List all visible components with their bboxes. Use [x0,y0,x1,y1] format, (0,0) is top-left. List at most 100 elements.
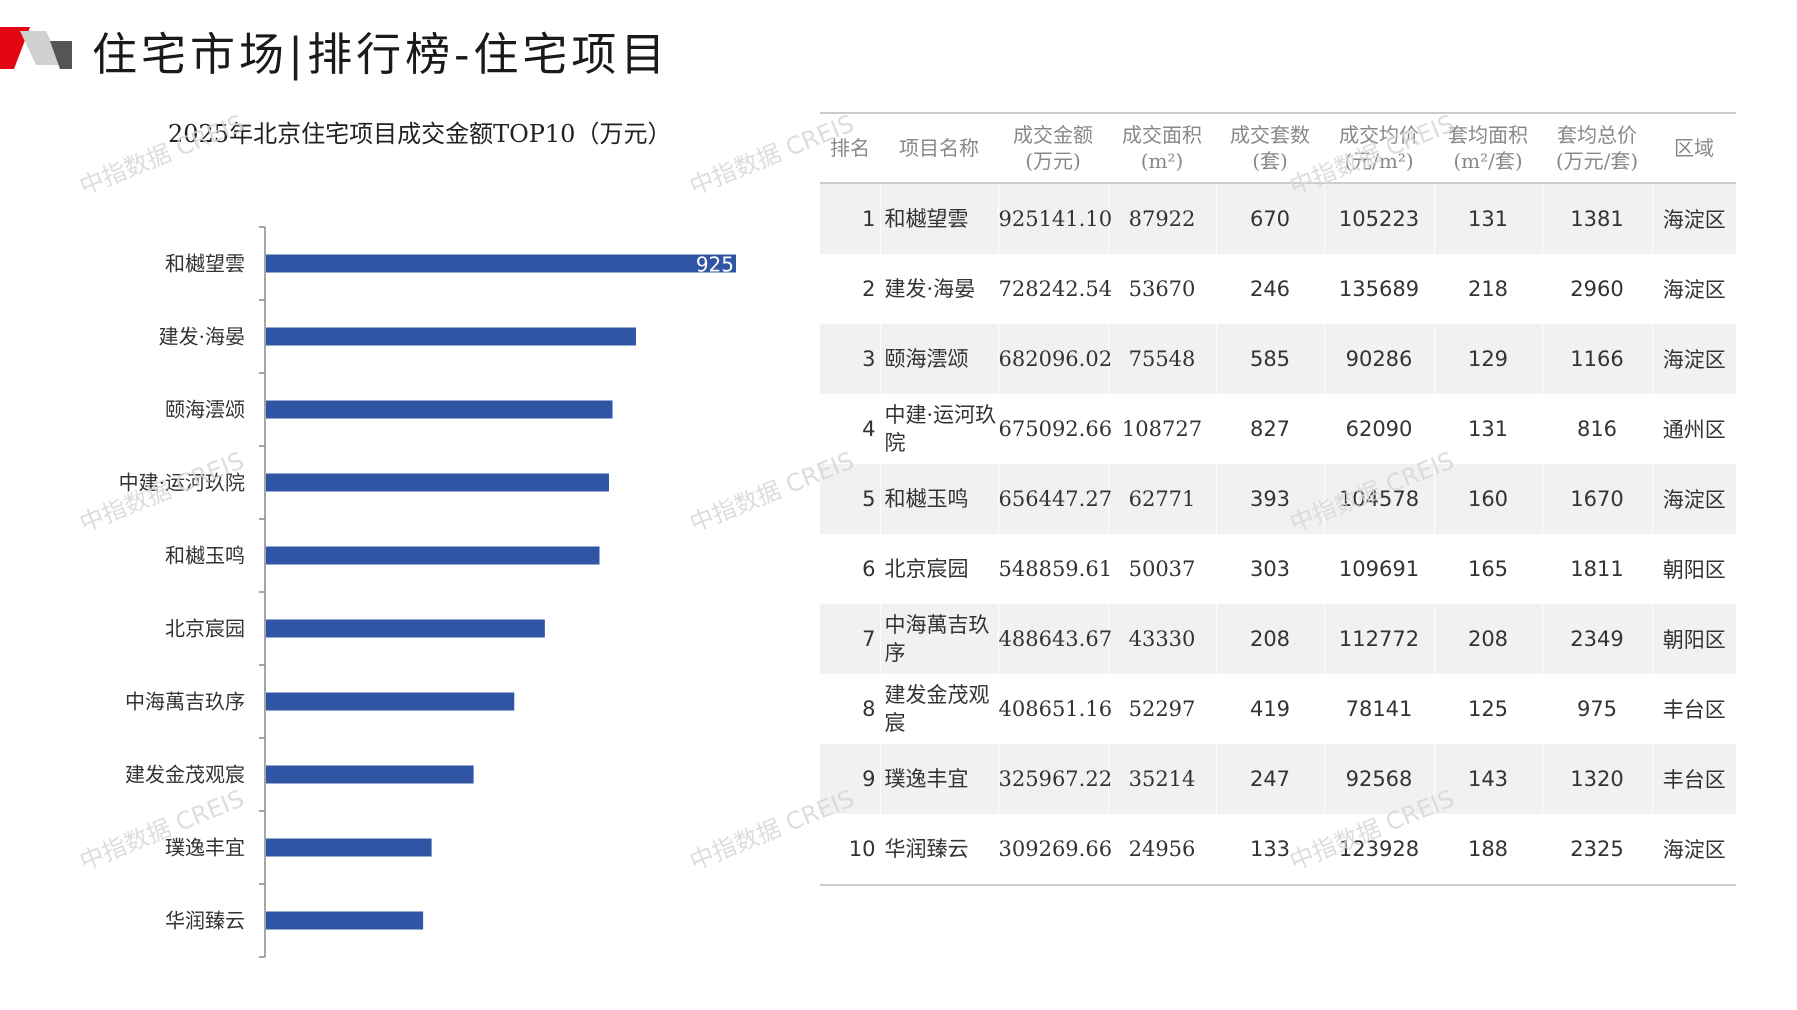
table-row: 4 中建·运河玖院 675092.66 108727 827 62090 131 816 通州区 [820,394,1736,464]
cell-units: 670 [1215,183,1324,254]
category-label: 璞逸丰宜 [165,836,245,860]
cell-avg-price: 90286 [1323,324,1434,394]
cell-district: 海淀区 [1651,814,1736,886]
ranking-table: 排名 项目名称 成交金额 (万元) 成交面积 (m²) 成交套数 (套) 成交均价 (元/m²) 套… [820,112,1736,886]
cell-avg-area: 143 [1433,744,1542,814]
cell-name: 建发·海晏 [879,254,998,324]
cell-avg-price: 135689 [1323,254,1434,324]
cell-district: 丰台区 [1651,674,1736,744]
cell-rank: 2 [862,277,876,301]
bar [266,911,424,930]
cell-name: 中建·运河玖院 [879,394,998,464]
cell-area: 52297 [1107,674,1216,744]
category-label: 建发·海晏 [159,325,245,349]
cell-amount: 325967.22 [997,744,1112,814]
cell-area: 108727 [1107,394,1216,464]
cell-amount: 408651.16 [997,674,1112,744]
column-header: 成交均价 (元/m²) [1324,112,1434,184]
cell-name: 和樾玉鸣 [879,464,998,534]
table-header-row: 排名 项目名称 成交金额 (万元) 成交面积 (m²) 成交套数 (套) 成交均价 (元/m²) 套… [820,112,1736,184]
cell-district: 丰台区 [1651,744,1736,814]
cell-units: 585 [1215,324,1324,394]
page-title: 住宅市场|排行榜-住宅项目 [92,28,670,81]
cell-units: 247 [1215,744,1324,814]
cell-avg-area: 218 [1433,254,1542,324]
bar [266,546,600,565]
cell-avg-price: 109691 [1323,534,1434,604]
cell-amount: 728242.54 [997,254,1112,324]
cell-avg-total: 1320 [1541,744,1652,814]
column-header-label: 成交面积 [1122,123,1202,147]
cell-name: 建发金茂观宸 [879,674,998,744]
cell-district: 通州区 [1651,394,1736,464]
cell-area: 35214 [1107,744,1216,814]
cell-area: 50037 [1107,534,1216,604]
ranking-table-container: 排名 项目名称 成交金额 (万元) 成交面积 (m²) 成交套数 (套) 成交均价 (元/m²) 套… [820,112,1736,886]
table-row: 1 和樾望雲 925141.10 87922 670 105223 131 1381 海淀区 [820,183,1736,254]
cell-district: 朝阳区 [1651,534,1736,604]
cell-name: 华润臻云 [879,814,998,886]
cell-area: 62771 [1107,464,1216,534]
cell-avg-price: 105223 [1323,183,1434,254]
bar [266,254,736,273]
cell-name: 中海萬吉玖序 [879,604,998,674]
cell-amount: 675092.66 [997,394,1112,464]
table-row: 8 建发金茂观宸 408651.16 52297 419 78141 125 975 丰台区 [820,674,1736,744]
cell-avg-price: 62090 [1323,394,1434,464]
cell-avg-area: 131 [1433,394,1542,464]
cell-amount: 488643.67 [997,604,1112,674]
cell-avg-area: 131 [1433,183,1542,254]
cell-avg-area: 125 [1433,674,1542,744]
cell-units: 419 [1215,674,1324,744]
cell-avg-total: 1166 [1541,324,1652,394]
column-header: 套均总价 (万元/套) [1542,112,1652,184]
cell-units: 246 [1215,254,1324,324]
cell-area: 24956 [1107,814,1216,886]
category-label: 和樾玉鸣 [165,544,245,568]
cell-avg-price: 112772 [1323,604,1434,674]
cell-area: 43330 [1107,604,1216,674]
cell-name: 北京宸园 [879,534,998,604]
cell-avg-total: 816 [1541,394,1652,464]
cell-area: 75548 [1107,324,1216,394]
column-header-unit: (万元) [1025,149,1081,173]
cell-rank: 3 [820,324,880,394]
column-header: 成交金额 (万元) [998,112,1108,184]
bar [266,473,609,492]
column-header-label: 成交金额 [1013,123,1093,147]
data-label: 925 [696,253,734,277]
cell-district: 海淀区 [1651,254,1736,324]
bar [266,692,515,711]
category-label: 北京宸园 [165,617,245,641]
category-label: 颐海澐颂 [165,398,245,422]
bar [266,619,545,638]
column-header-label: 套均面积 [1448,123,1528,147]
cell-avg-area: 165 [1433,534,1542,604]
table-row: 5 和樾玉鸣 656447.27 62771 393 104578 160 1670 海淀区 [820,464,1736,534]
category-label: 中建·运河玖院 [119,471,245,495]
table-row: 7 中海萬吉玖序 488643.67 43330 208 112772 208 2349 朝阳区 [820,604,1736,674]
cell-avg-price: 104578 [1323,464,1434,534]
cell-rank: 5 [820,464,880,534]
cell-rank: 6 [862,557,876,581]
cell-avg-area: 188 [1433,814,1542,886]
cell-avg-area: 160 [1433,464,1542,534]
cell-avg-total: 1811 [1541,534,1652,604]
column-header-unit: (元/m²) [1344,149,1414,173]
column-header-unit: (套) [1252,149,1288,173]
column-header-unit: (m²) [1140,149,1184,173]
cell-amount: 656447.27 [997,464,1112,534]
cell-rank: 10 [820,814,880,886]
cell-units: 303 [1215,534,1324,604]
cell-avg-total: 1381 [1541,183,1652,254]
bar [266,838,432,857]
cell-district: 朝阳区 [1651,604,1736,674]
column-header: 成交面积 (m²) [1108,112,1216,184]
category-label: 华润臻云 [165,909,245,933]
cell-units: 393 [1215,464,1324,534]
cell-avg-total: 1670 [1541,464,1652,534]
cell-amount: 682096.02 [997,324,1112,394]
cell-avg-area: 208 [1433,604,1542,674]
cell-avg-total: 2349 [1541,604,1652,674]
cell-avg-total: 2325 [1541,814,1652,886]
